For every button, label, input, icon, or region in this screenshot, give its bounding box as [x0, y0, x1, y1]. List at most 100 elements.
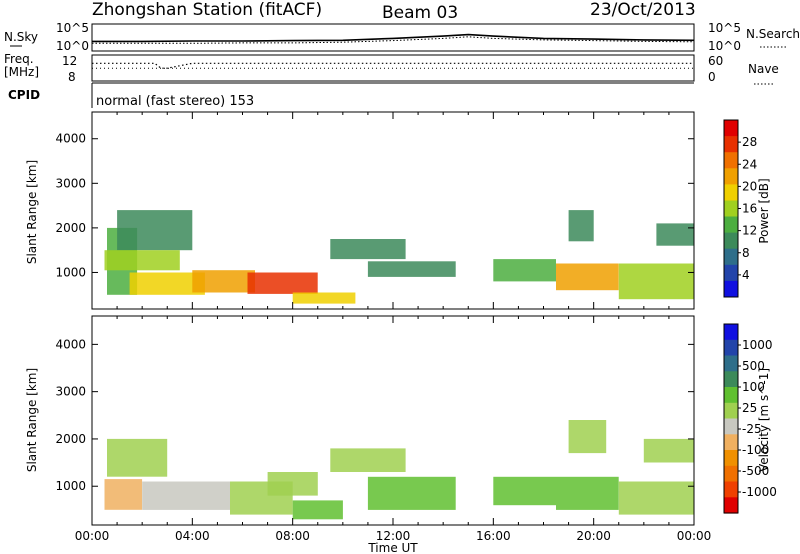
- velocity-colorbar-label: Velocity [m s^-1]: [757, 368, 771, 472]
- nave-tick-bottom: 0: [708, 70, 716, 84]
- power-ytick-label: 3000: [55, 176, 86, 190]
- power-region: [656, 223, 694, 246]
- power-region: [292, 292, 356, 304]
- velocity-xtick-label: 12:00: [376, 529, 411, 543]
- noise-right-tick-bottom: 10^0: [708, 39, 741, 53]
- velocity-colorbar-swatch: [724, 434, 738, 451]
- power-colorbar-label: 28: [742, 135, 757, 149]
- velocity-region: [330, 448, 406, 472]
- velocity-region: [104, 479, 143, 510]
- velocity-colorbar-label: -500: [742, 464, 769, 478]
- power-ylabel: Slant Range [km]: [25, 160, 39, 264]
- power-x-ticks: [91, 112, 695, 309]
- velocity-xtick-label: 04:00: [175, 529, 210, 543]
- velocity-colorbar-swatch: [724, 371, 738, 388]
- power-region: [104, 250, 180, 271]
- velocity-colorbar-label: 1000: [742, 338, 773, 352]
- velocity-colorbar-swatch: [724, 324, 738, 341]
- power-colorbar-swatch: [724, 248, 738, 266]
- power-region: [117, 210, 193, 251]
- station-title: Zhongshan Station (fitACF): [92, 0, 322, 20]
- freq-left-label: Freq.: [4, 52, 34, 66]
- velocity-region: [367, 476, 456, 510]
- power-panel: 4000 3000 2000 1000 Slant Range [km] 28 24 20…: [25, 111, 771, 310]
- velocity-xtick-label: 00:00: [677, 529, 712, 543]
- cpid-panel: CPID normal (fast stereo) 153: [8, 82, 694, 109]
- power-colorbar-swatch: [724, 216, 738, 234]
- power-colorbar-swatch: [724, 264, 738, 282]
- velocity-region: [493, 476, 556, 506]
- velocity-colorbar-swatch: [724, 465, 738, 483]
- freq-left-unit: [MHz]: [4, 65, 39, 79]
- power-ytick-label: 4000: [55, 132, 86, 146]
- power-ytick-label: 1000: [55, 265, 86, 279]
- velocity-region: [556, 476, 619, 510]
- noise-sky-series: [92, 33, 695, 43]
- noise-right-label: N.Search: [746, 27, 800, 41]
- velocity-xtick-label: 08:00: [275, 529, 310, 543]
- velocity-colorbar-label: 25: [742, 401, 757, 415]
- velocity-colorbar-swatch: [724, 481, 738, 498]
- freq-tick-top: 12: [62, 54, 77, 68]
- velocity-xtick-label: 16:00: [476, 529, 511, 543]
- nave-label: Nave: [748, 62, 779, 76]
- velocity-ytick-label: 1000: [55, 479, 86, 493]
- velocity-data-regions: [104, 420, 695, 520]
- power-colorbar-label: 24: [742, 157, 757, 171]
- power-colorbar-label: 20: [742, 179, 757, 193]
- velocity-colorbar: 1000 500 100 25 -25 -100 -500 -1000: [723, 323, 777, 514]
- power-region: [568, 210, 594, 242]
- noise-left-tick-bottom: 10^0: [56, 39, 89, 53]
- power-region: [330, 239, 406, 260]
- velocity-ytick-label: 4000: [55, 337, 86, 351]
- velocity-colorbar-swatch: [724, 497, 738, 514]
- velocity-colorbar-swatch: [724, 387, 738, 404]
- velocity-colorbar-label: -1000: [742, 485, 777, 499]
- power-colorbar-swatch: [724, 232, 738, 250]
- velocity-panel: 4000 3000 2000 1000 00:00 04:00 08:00 12:00 16:…: [25, 315, 777, 554]
- power-colorbar: 28 24 20 16 12 8 4: [723, 119, 757, 298]
- power-region: [192, 270, 255, 293]
- noise-frame: [91, 23, 695, 52]
- velocity-colorbar-label: 100: [742, 380, 765, 394]
- velocity-colorbar-swatch: [724, 339, 738, 357]
- velocity-colorbar-label: 500: [742, 359, 765, 373]
- power-colorbar-swatch: [724, 184, 738, 201]
- velocity-colorbar-swatch: [724, 418, 738, 435]
- velocity-region: [107, 438, 168, 477]
- velocity-colorbar-swatch: [724, 402, 738, 420]
- velocity-region: [267, 472, 318, 496]
- noise-left-label: N.Sky: [4, 30, 38, 44]
- power-colorbar-swatch: [724, 120, 738, 137]
- velocity-xtick-label: 20:00: [576, 529, 611, 543]
- cpid-label: CPID: [8, 88, 40, 102]
- velocity-ylabel: Slant Range [km]: [25, 368, 39, 472]
- power-colorbar-label: Power [dB]: [757, 178, 771, 243]
- power-colorbar-label: 12: [742, 224, 757, 238]
- power-region: [493, 259, 556, 282]
- noise-left-tick-top: 10^5: [56, 21, 89, 35]
- power-ytick-label: 2000: [55, 221, 86, 235]
- power-colorbar-label: 8: [742, 246, 750, 260]
- date-title: 23/Oct/2013: [590, 0, 696, 20]
- velocity-region: [292, 500, 343, 520]
- velocity-xtick-label: 00:00: [75, 529, 110, 543]
- power-region: [618, 263, 695, 300]
- velocity-ytick-label: 3000: [55, 385, 86, 399]
- power-region: [556, 263, 619, 291]
- velocity-region: [142, 481, 230, 510]
- velocity-region: [618, 481, 695, 515]
- cpid-mode: normal (fast stereo) 153: [96, 94, 254, 109]
- velocity-xlabel: Time UT: [367, 541, 418, 554]
- power-region: [247, 272, 318, 294]
- power-region: [367, 261, 456, 277]
- velocity-colorbar-swatch: [724, 355, 738, 372]
- power-colorbar-swatch: [724, 152, 738, 169]
- velocity-region: [643, 438, 694, 463]
- power-colorbar-swatch: [724, 280, 738, 298]
- power-colorbar-label: 4: [742, 268, 750, 282]
- velocity-region: [568, 420, 607, 454]
- velocity-x-ticks: 00:00 04:00 08:00 12:00 16:00 20:00 00:00: [75, 316, 712, 543]
- power-region: [129, 272, 205, 295]
